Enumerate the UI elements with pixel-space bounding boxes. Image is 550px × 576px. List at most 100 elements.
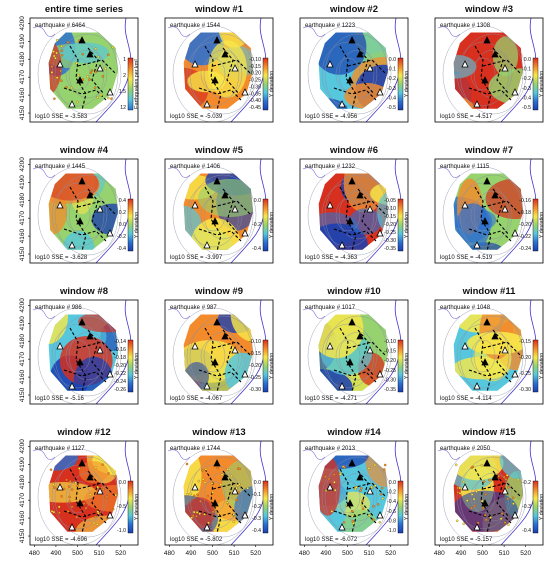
fault-line [347, 200, 387, 216]
station-triangle [461, 60, 469, 68]
heatmap [318, 173, 389, 250]
earthquake-dot [351, 520, 354, 523]
station-triangle [473, 241, 481, 249]
sse-label: log10 SSE = -4.067 [170, 396, 223, 402]
sse-label: log10 SSE = -4.271 [305, 396, 358, 402]
station-triangle [501, 205, 509, 213]
heatmap-blob [62, 231, 95, 250]
fault-line [63, 228, 107, 242]
earthquake-dot [75, 515, 78, 519]
colorbar [262, 339, 269, 393]
earthquake-dot [105, 495, 109, 498]
plot-content [167, 18, 267, 122]
coastline [167, 308, 191, 319]
sse-label: log10 SSE = -5.039 [170, 114, 223, 120]
colorbar-tick-label: 0.0 [119, 222, 126, 228]
station-triangle [213, 459, 221, 467]
earthquake-dot [96, 96, 99, 99]
contour-line [307, 448, 389, 545]
colorbar-tick-label: -0.18 [519, 210, 531, 216]
panel-window-7: window #7 earthquake # 1115 log10 SSE = -4… [434, 145, 545, 264]
sse-label: log10 SSE = -3.583 [35, 114, 88, 120]
earthquake-dot [232, 520, 235, 524]
earthquake-dot [367, 467, 371, 470]
earthquake-dot [324, 475, 327, 478]
colorbar-axis-label: Y deviation [404, 71, 410, 98]
earthquake-dot [99, 93, 103, 97]
contour-line [459, 456, 527, 538]
y-tick-label: 4180 [19, 52, 26, 67]
fault-line [357, 188, 375, 236]
fault-line [198, 510, 242, 524]
earthquake-dot [482, 480, 486, 483]
contour-line [65, 57, 91, 91]
panel-title: entire time series [45, 4, 123, 15]
earthquake-dot [458, 491, 462, 495]
station-triangle [483, 177, 491, 185]
x-tick-label: 520 [115, 550, 126, 557]
earthquake-dot [333, 488, 337, 492]
earthquake-dot [378, 521, 382, 524]
colorbar-tick-label: 1 [123, 57, 126, 63]
x-tick-label: 490 [185, 550, 196, 557]
sse-label: log10 SSE = -3.628 [35, 255, 88, 261]
coastline [167, 167, 191, 178]
earthquake-dot [372, 504, 375, 508]
station-triangle [241, 88, 249, 96]
panel-window-1: window #1 earthquake # 1544 log10 SSE = -5… [164, 4, 275, 123]
earthquake-dot [379, 493, 383, 496]
heatmap-blob [318, 98, 348, 109]
earthquake-dot [75, 61, 78, 65]
earthquake-dot [376, 503, 380, 506]
earthquake-dot [373, 463, 377, 467]
colorbar-tick-label: -0.3 [387, 86, 396, 92]
earthquake-dot [192, 494, 196, 498]
colorbar-tick-label: -0.4 [387, 95, 396, 101]
earthquake-dot [343, 466, 346, 469]
station-triangle [481, 217, 489, 225]
colorbar [127, 57, 134, 111]
panel-title: window #11 [462, 286, 517, 297]
heatmap-blob [453, 54, 477, 79]
panel-entire-time-series: entire time series earthquake # 6464 log10… [19, 4, 140, 123]
colorbar-tick-label: -0.5 [117, 504, 126, 510]
colorbar-tick-label: -0.3 [522, 86, 531, 92]
x-tick-label: 510 [229, 550, 240, 557]
earthquake-dot [352, 522, 355, 525]
station-triangle [491, 473, 499, 481]
contour-line [54, 315, 122, 397]
contour-line [456, 323, 510, 389]
fault-line [77, 341, 117, 357]
station-triangle [213, 318, 221, 326]
fault-line [333, 228, 377, 242]
station-triangle [491, 191, 499, 199]
plot-frame [299, 158, 409, 264]
earthquake-count-label: earthquake # 2050 [440, 446, 491, 452]
station-triangle [346, 217, 354, 225]
fault-line [482, 482, 522, 498]
station-triangle [68, 523, 76, 531]
x-tick-label: 490 [50, 550, 61, 557]
colorbar-tick-label: -0.15 [249, 351, 261, 357]
station-triangle [241, 229, 249, 237]
x-tick-label: 490 [455, 550, 466, 557]
colorbar [127, 339, 134, 393]
earthquake-dot [367, 514, 371, 517]
earthquake-dot [49, 468, 53, 471]
contour-line [456, 182, 510, 248]
station-triangle [376, 229, 384, 237]
contour-line [338, 190, 378, 240]
earthquake-dot [104, 67, 107, 71]
earthquake-dot [206, 494, 210, 498]
earthquake-dot [52, 50, 55, 53]
earthquake-dot [53, 97, 56, 100]
y-tick-label: 4190 [19, 34, 26, 49]
contour-line [338, 472, 378, 522]
colorbar-tick-label: 0.4 [119, 198, 126, 204]
station-triangle [346, 358, 354, 366]
earthquake-count-label: earthquake # 1115 [440, 164, 490, 170]
colorbar-tick-label: -0.05 [384, 198, 396, 204]
station-triangle [203, 241, 211, 249]
earthquake-dot [507, 523, 510, 526]
